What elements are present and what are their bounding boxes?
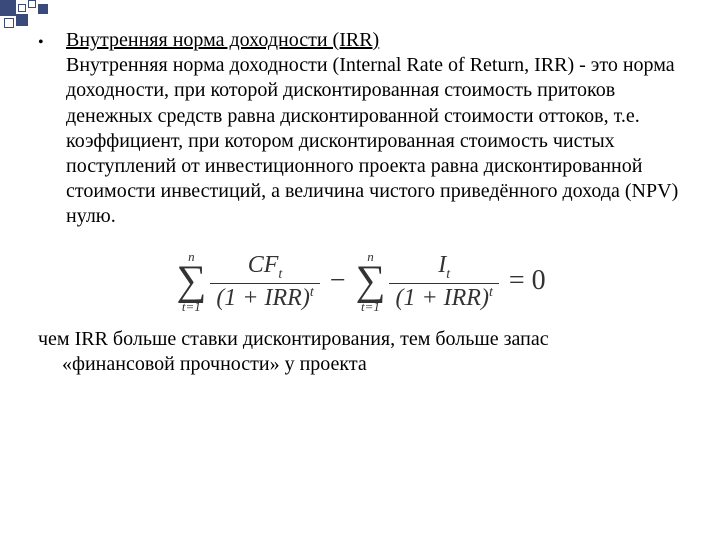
frac2-num-sub: t <box>446 266 450 281</box>
frac2-den-sup: t <box>489 285 493 300</box>
ornament-square <box>4 18 14 28</box>
ornament-square <box>16 14 28 26</box>
ornament-square <box>28 0 36 8</box>
body-text: Внутренняя норма доходности (IRR) Внутре… <box>66 28 686 230</box>
paragraph: Внутренняя норма доходности (Internal Ra… <box>66 54 678 227</box>
footer-line-1: чем IRR больше ставки дисконтирования, т… <box>38 328 549 350</box>
frac2-den-base: (1 + IRR) <box>395 285 489 311</box>
frac2-num-var: I <box>438 252 446 278</box>
sum-term-1: n ∑ t=1 CFt (1 + IRR)t <box>176 250 319 314</box>
frac1-num-sub: t <box>278 266 282 281</box>
footer-line-2: «финансовой прочности» у проекта <box>38 352 686 377</box>
heading: Внутренняя норма доходности (IRR) <box>66 29 379 51</box>
sigma-icon: n ∑ t=1 <box>356 250 386 314</box>
frac1-den-base: (1 + IRR) <box>216 285 310 311</box>
sigma2-lower: t=1 <box>361 300 380 313</box>
frac1-den-sup: t <box>310 285 314 300</box>
footer-text: чем IRR больше ставки дисконтирования, т… <box>38 327 686 377</box>
sigma-icon: n ∑ t=1 <box>176 250 206 314</box>
slide-content: • Внутренняя норма доходности (IRR) Внут… <box>38 28 686 378</box>
frac1-num-var: CF <box>248 252 279 278</box>
bullet-block: • Внутренняя норма доходности (IRR) Внут… <box>38 28 686 230</box>
ornament-square <box>18 4 26 12</box>
fraction-1: CFt (1 + IRR)t <box>210 252 319 312</box>
sigma-lower: t=1 <box>182 300 201 313</box>
sum-term-2: n ∑ t=1 It (1 + IRR)t <box>356 250 499 314</box>
minus-op: − <box>328 265 348 297</box>
ornament-square <box>38 4 48 14</box>
formula-block: n ∑ t=1 CFt (1 + IRR)t − n ∑ t=1 It <box>38 248 686 314</box>
irr-formula: n ∑ t=1 CFt (1 + IRR)t − n ∑ t=1 It <box>176 250 547 314</box>
bullet-marker: • <box>38 28 66 55</box>
ornament-square <box>0 0 16 16</box>
equals-zero: = 0 <box>507 265 548 297</box>
fraction-2: It (1 + IRR)t <box>389 252 498 312</box>
